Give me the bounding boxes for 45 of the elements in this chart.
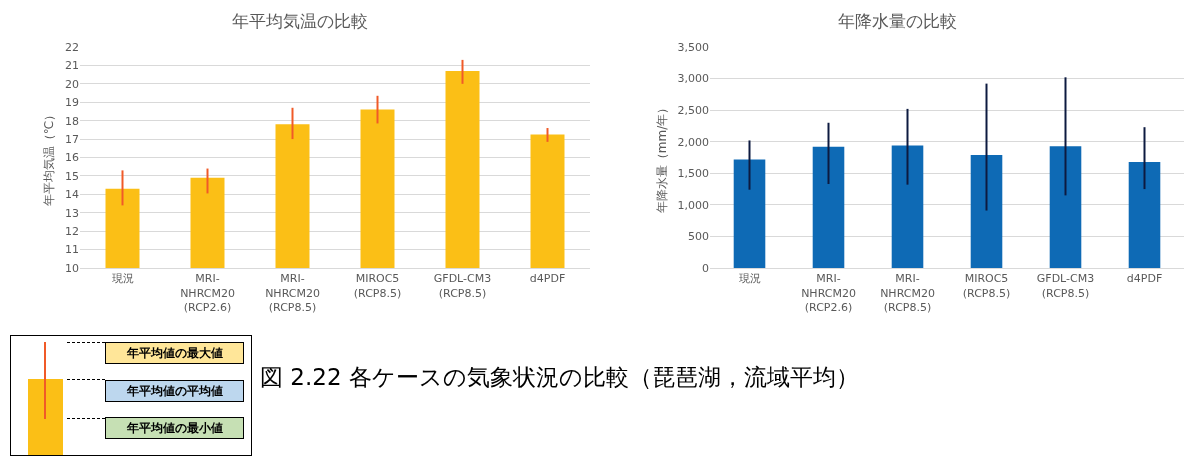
x-tick-label: MRI-NHRCM20 (RCP8.5) bbox=[880, 272, 935, 314]
y-tick-label: 2,500 bbox=[677, 103, 709, 117]
y-tick-label: 10 bbox=[65, 261, 79, 275]
bar bbox=[812, 146, 845, 268]
x-tick-label: MIROC5 (RCP8.5) bbox=[353, 272, 402, 300]
x-tick-label: MRI-NHRCM20 (RCP8.5) bbox=[265, 272, 320, 314]
x-tick-label: 現況 bbox=[738, 272, 761, 286]
chart-title: 年平均気温の比較 bbox=[232, 10, 368, 31]
y-tick-label: 14 bbox=[65, 188, 79, 202]
y-tick-label: 15 bbox=[65, 169, 79, 183]
y-tick-label: 500 bbox=[688, 230, 709, 244]
x-tick-label: MRI-NHRCM20 (RCP2.6) bbox=[180, 272, 235, 314]
y-tick-label: 22 bbox=[65, 40, 79, 54]
y-tick-label: 3,000 bbox=[677, 72, 709, 86]
y-tick-label: 20 bbox=[65, 77, 79, 91]
x-tick-label: GFDL-CM3 (RCP8.5) bbox=[1036, 272, 1095, 300]
y-tick-label: 13 bbox=[65, 206, 79, 220]
y-tick-label: 18 bbox=[65, 114, 79, 128]
chart-title: 年降水量の比較 bbox=[837, 10, 957, 31]
x-tick-label: d4PDF bbox=[529, 272, 566, 286]
y-axis-title: 年降水量（mm/年） bbox=[654, 101, 669, 214]
y-tick-label: 21 bbox=[65, 59, 79, 73]
bar bbox=[891, 145, 924, 268]
y-axis-title: 年平均気温（℃） bbox=[42, 108, 57, 207]
y-tick-label: 11 bbox=[65, 243, 79, 257]
y-tick-label: 3,500 bbox=[677, 40, 709, 54]
x-tick-label: MIROC5 (RCP8.5) bbox=[962, 272, 1011, 300]
y-tick-label: 19 bbox=[65, 96, 79, 110]
bar bbox=[1049, 146, 1082, 268]
x-tick-label: MRI-NHRCM20 (RCP2.6) bbox=[801, 272, 856, 314]
bar bbox=[970, 154, 1003, 268]
caption: 図 2.22 各ケースの気象状況の比較（琵琶湖，流域平均） bbox=[260, 363, 859, 392]
x-tick-label: GFDL-CM3 (RCP8.5) bbox=[433, 272, 492, 300]
y-tick-label: 2,000 bbox=[677, 135, 709, 149]
y-tick-label: 17 bbox=[65, 132, 79, 146]
y-tick-label: 12 bbox=[65, 225, 79, 239]
x-tick-label: 現況 bbox=[111, 272, 134, 286]
y-tick-label: 0 bbox=[702, 261, 709, 275]
y-tick-label: 1,500 bbox=[677, 167, 709, 181]
key-diagram: 年平均値の最大値 年平均値の平均値 年平均値の最小値 bbox=[10, 335, 252, 456]
bar bbox=[1128, 161, 1161, 268]
bar bbox=[733, 159, 766, 268]
y-tick-label: 16 bbox=[65, 151, 79, 165]
x-tick-label: d4PDF bbox=[1126, 272, 1163, 286]
y-tick-label: 1,000 bbox=[677, 198, 709, 212]
